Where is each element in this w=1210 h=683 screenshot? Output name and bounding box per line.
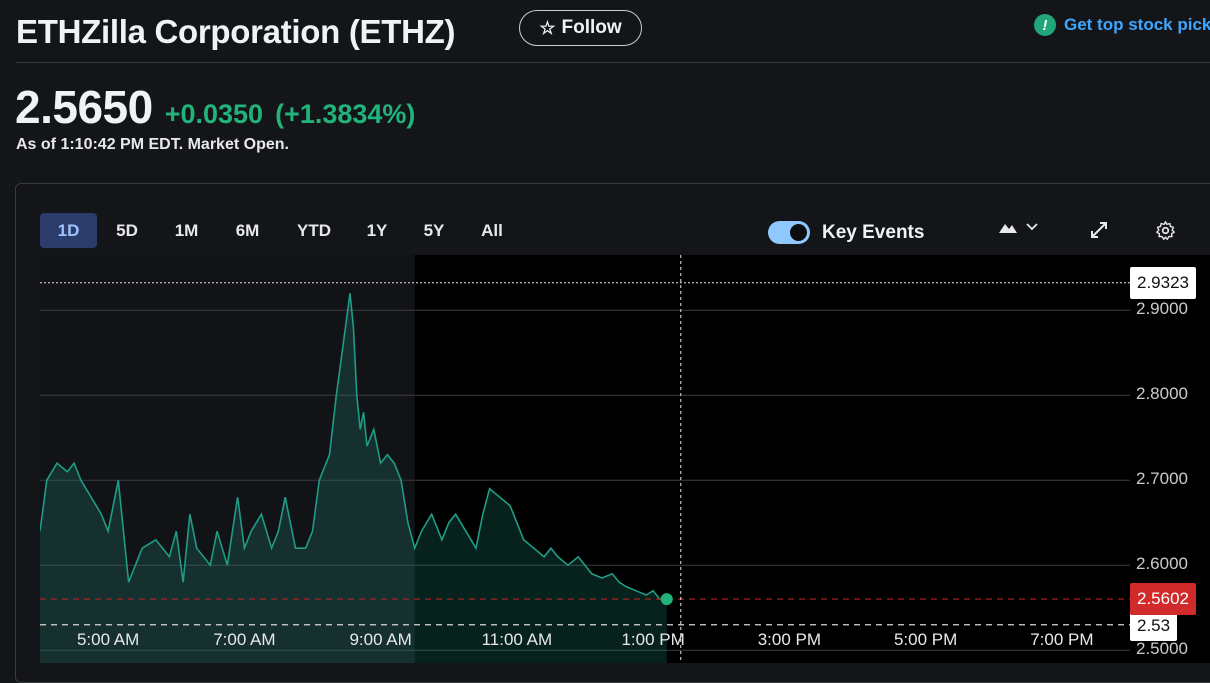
key-events-label: Key Events — [822, 222, 925, 243]
current-value-tag: 2.5602 — [1130, 583, 1196, 616]
crosshair-value-tag: 2.9323 — [1130, 266, 1196, 299]
range-tab-5d[interactable]: 5D — [116, 220, 138, 240]
x-tick-label: 5:00 AM — [76, 630, 140, 649]
x-tick-label: 3:00 PM — [757, 630, 822, 649]
price-chart[interactable] — [40, 255, 1210, 663]
price-change-pct: (+1.3834%) — [275, 99, 416, 129]
x-tick-label: 7:00 PM — [1030, 630, 1094, 649]
current-price: 2.5650 — [15, 81, 153, 133]
range-tab-all[interactable]: All — [481, 220, 503, 240]
gear-icon — [1156, 221, 1175, 240]
follow-label: Follow — [561, 17, 622, 38]
price-change: +0.0350 — [164, 99, 264, 129]
current-point-dot — [660, 593, 673, 606]
range-tab-ytd[interactable]: YTD — [297, 220, 331, 240]
chart-type-dropdown[interactable] — [998, 220, 1038, 234]
series-line — [40, 293, 667, 601]
x-tick-label: 7:00 AM — [213, 630, 276, 649]
series-area — [40, 293, 667, 663]
x-tick-label: 5:00 PM — [893, 630, 958, 649]
chevron-down-icon — [1026, 223, 1038, 231]
chart-svg — [40, 255, 1130, 663]
range-tab-1m[interactable]: 1M — [174, 220, 199, 240]
range-tab-1d[interactable]: 1D — [40, 213, 97, 248]
page-title: ETHZilla Corporation (ETHZ) — [16, 13, 456, 50]
y-tick-label: 2.8000 — [1136, 384, 1188, 404]
follow-button[interactable]: ☆ Follow — [519, 10, 642, 46]
range-tabs: 1D 5D 1M 6M YTD 1Y 5Y All — [40, 213, 521, 248]
exclamation-icon: ! — [1034, 14, 1056, 36]
y-tick-label: 2.6000 — [1136, 554, 1188, 574]
y-tick-label: 2.9000 — [1136, 299, 1188, 319]
y-tick-label: 2.5000 — [1136, 639, 1188, 659]
expand-button[interactable] — [1089, 220, 1109, 240]
x-tick-label: 11:00 AM — [481, 630, 553, 649]
star-icon: ☆ — [539, 17, 556, 38]
prev-close-tag: 2.53 — [1130, 610, 1178, 641]
range-tab-5y[interactable]: 5Y — [423, 220, 445, 240]
page-header: ETHZilla Corporation (ETHZ) ☆ Follow ! G… — [16, 8, 1210, 63]
x-tick-label: 1:00 PM — [621, 630, 685, 649]
toggle-knob — [790, 224, 807, 241]
promo-link[interactable]: ! Get top stock pick — [1034, 14, 1210, 36]
mountain-chart-icon — [999, 224, 1017, 233]
range-tab-6m[interactable]: 6M — [235, 220, 260, 240]
key-events-toggle[interactable] — [768, 221, 810, 244]
quote-row: 2.5650 +0.0350 (+1.3834%) — [15, 80, 415, 134]
expand-icon — [1091, 222, 1107, 238]
settings-button[interactable] — [1155, 220, 1176, 241]
y-tick-label: 2.7000 — [1136, 469, 1188, 489]
x-tick-label: 9:00 AM — [349, 630, 412, 649]
range-tab-1y[interactable]: 1Y — [366, 220, 388, 240]
promo-label: Get top stock pick — [1064, 15, 1210, 34]
as-of-text: As of 1:10:42 PM EDT. Market Open. — [16, 136, 289, 153]
